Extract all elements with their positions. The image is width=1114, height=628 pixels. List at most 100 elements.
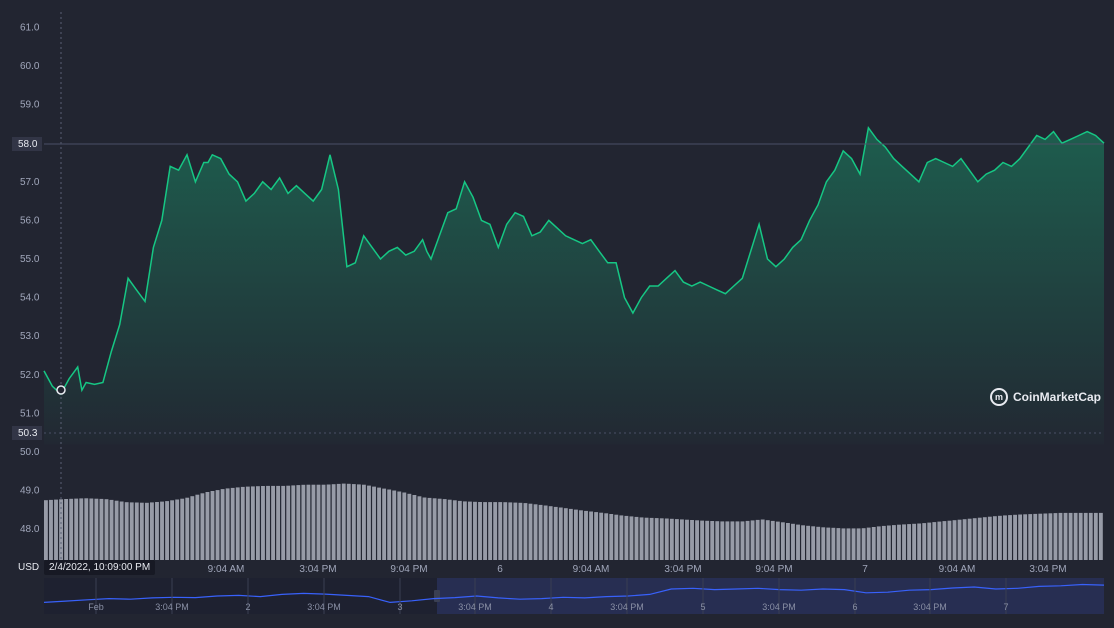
volume-bar (256, 486, 260, 560)
volume-bar (1038, 513, 1043, 560)
volume-bar (351, 484, 356, 560)
y-tick-label: 52.0 (20, 370, 40, 381)
volume-bar (604, 513, 609, 560)
volume-bar (49, 499, 53, 560)
y-axis: 61.0 60.0 59.0 58.0 57.0 56.0 55.0 54.0 53.0 52.0… (20, 22, 40, 535)
volume-bar (306, 484, 311, 560)
volume-bar (957, 519, 962, 560)
volume-bar (422, 497, 427, 560)
volume-bar (230, 487, 235, 560)
volume-bar (624, 515, 629, 560)
volume-bar (170, 500, 175, 560)
volume-bar (952, 520, 957, 560)
volume-bar (664, 518, 669, 560)
y-tick-label: 48.0 (20, 524, 40, 535)
volume-bar (987, 516, 992, 560)
volume-bar (104, 499, 109, 560)
volume-bar (962, 519, 967, 560)
navigator[interactable]: Feb 3:04 PM 2 3:04 PM 3 3:04 PM 4 3:04 PM 5 3:04 … (43, 578, 1105, 614)
x-tick-label: 9:04 AM (939, 564, 976, 575)
volume-bar (947, 520, 952, 560)
volume-bar (786, 523, 790, 560)
volume-bar (649, 517, 654, 560)
volume-bar (826, 527, 831, 560)
volume-bar (129, 502, 134, 560)
volume-bar (912, 523, 917, 560)
y-tick-label: 54.0 (20, 293, 40, 304)
volume-bar (755, 519, 760, 560)
volume-bar (579, 510, 583, 560)
volume-bar (372, 486, 376, 560)
x-tick-label: 3:04 PM (1029, 564, 1066, 575)
volume-bar (250, 486, 255, 560)
volume-bar (523, 503, 528, 560)
volume-bar (1048, 513, 1053, 560)
navigator-tick-label: 3:04 PM (307, 602, 341, 612)
volume-bar (654, 518, 659, 560)
coinmarketcap-logo-icon: m (990, 388, 1008, 406)
volume-bar (301, 484, 306, 560)
volume-bar (584, 510, 588, 560)
volume-bar (680, 519, 684, 560)
crosshair-date-tooltip: 2/4/2022, 10:09:00 PM (44, 560, 156, 575)
volume-bar (932, 522, 937, 560)
volume-bar (972, 518, 977, 560)
volume-bar (64, 499, 69, 560)
x-tick-label: 6 (497, 564, 503, 575)
volume-bar (457, 500, 462, 560)
volume-bar (266, 485, 270, 560)
volume-bar (473, 501, 477, 560)
volume-bar (478, 502, 482, 560)
volume-bar (54, 499, 58, 560)
y-tick-label: 57.0 (20, 177, 40, 188)
volume-bar (892, 525, 896, 560)
volume-bar (659, 518, 664, 560)
volume-bar (816, 526, 821, 560)
volume-bar (397, 491, 402, 560)
volume-bar (1063, 512, 1068, 560)
volume-bar (109, 499, 114, 560)
volume-bar (160, 501, 164, 560)
navigator-tick-label: 3:04 PM (155, 602, 189, 612)
volume-bar (245, 486, 250, 560)
y-tick-label: 56.0 (20, 215, 40, 226)
volume-bar (286, 485, 291, 560)
volume-bar (271, 485, 275, 560)
volume-bar (619, 515, 624, 560)
volume-bar (917, 523, 922, 560)
navigator-tick-label: Feb (88, 602, 104, 612)
volume-bar (59, 499, 63, 560)
volume-bar (74, 498, 79, 560)
volume-bar (765, 520, 770, 560)
volume-bar (281, 485, 286, 560)
volume-bar (836, 528, 841, 560)
volume-bar (967, 518, 972, 560)
volume-bar (483, 502, 487, 560)
volume-bar (225, 488, 230, 560)
x-tick-label: 3:04 PM (299, 564, 336, 575)
volume-bar (563, 508, 568, 560)
volume-bar (846, 528, 851, 560)
volume-bar (806, 525, 811, 560)
volume-bar (362, 484, 366, 560)
volume-bar (811, 526, 816, 560)
volume-bar (548, 506, 553, 560)
volume-bar (468, 501, 472, 560)
volume-bar (235, 487, 240, 560)
navigator-handle-left[interactable] (434, 590, 440, 602)
volume-bar (740, 521, 745, 560)
navigator-line (43, 583, 1105, 604)
low-price-badge: 50.3 (12, 426, 42, 440)
volume-bar (417, 496, 422, 560)
navigator-selection[interactable] (437, 578, 1104, 614)
volume-bar (84, 498, 89, 560)
x-tick-label: 7 (862, 564, 868, 575)
navigator-ticks: Feb 3:04 PM 2 3:04 PM 3 3:04 PM 4 3:04 PM 5 3:04 … (88, 578, 1009, 614)
volume-bar (316, 484, 321, 560)
volume-bar (200, 493, 205, 560)
volume-bar (1078, 512, 1083, 560)
volume-bar (998, 515, 1002, 560)
volume-bar (1033, 513, 1038, 560)
volume-bar (1023, 514, 1028, 560)
